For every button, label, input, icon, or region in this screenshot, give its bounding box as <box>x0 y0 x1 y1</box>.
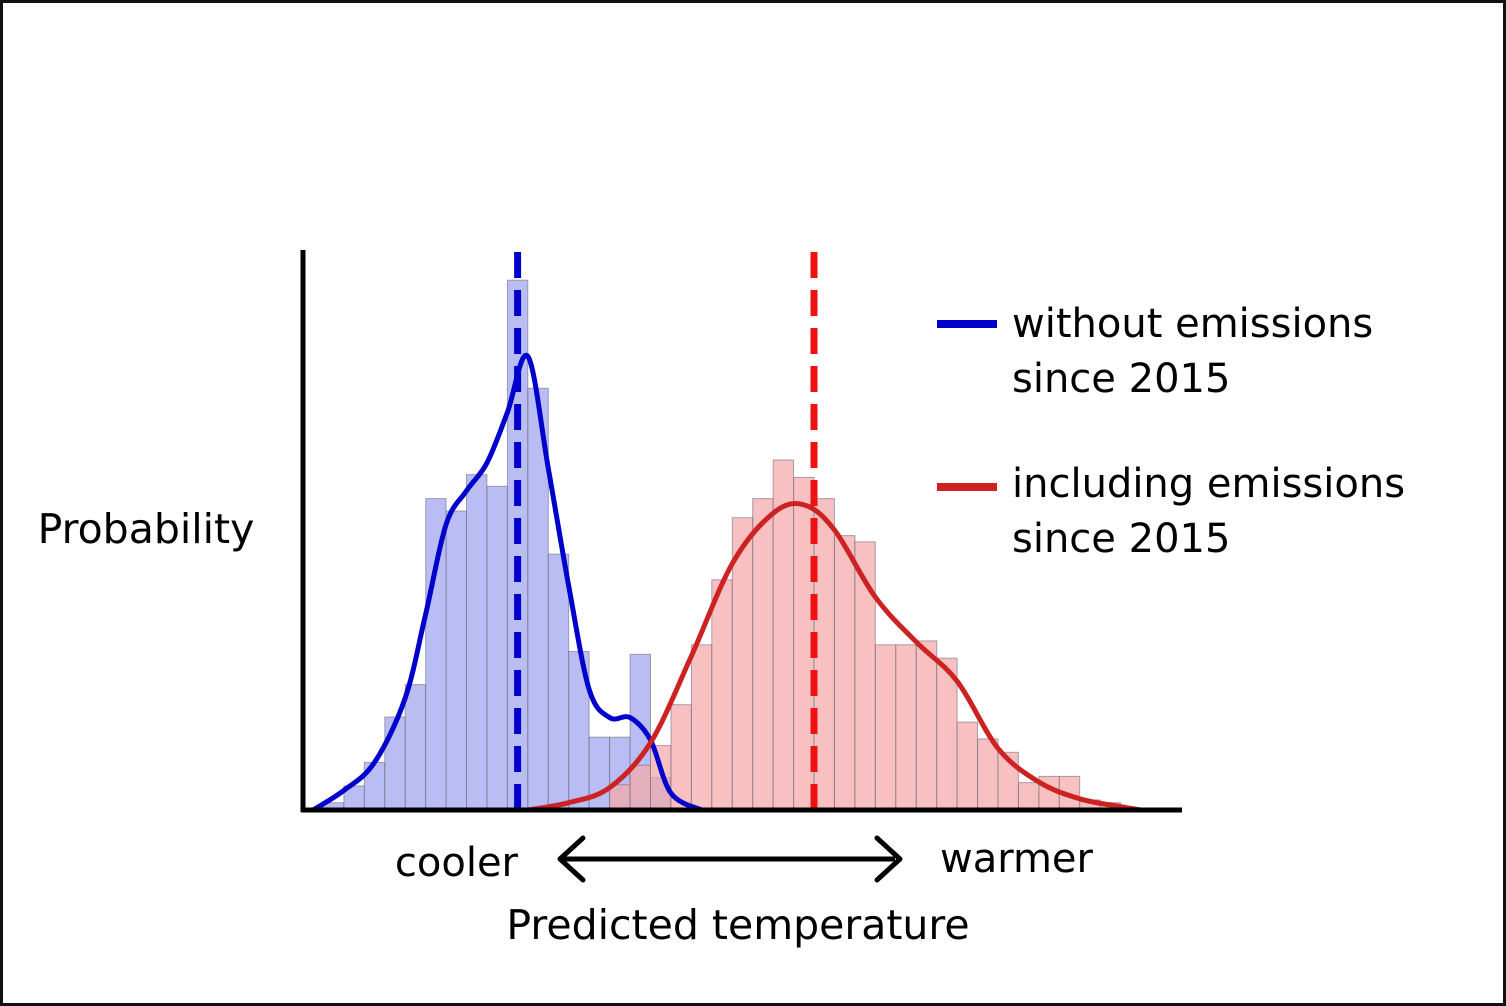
histogram-bar-series-0-bin-6 <box>445 510 468 811</box>
x-axis-cooler-label: cooler <box>395 840 519 886</box>
x-axis-warmer-label: warmer <box>940 836 1094 882</box>
histogram-bar-series-1-bin-11 <box>834 535 856 811</box>
histogram-bar-series-1-bin-5 <box>711 579 733 811</box>
legend: without emissions since 2015 including e… <box>937 301 1405 562</box>
histogram-bar-series-1-bin-2 <box>650 745 672 811</box>
histogram-bar-series-1-bin-17 <box>956 721 978 811</box>
legend-label-without-emissions-line2: since 2015 <box>1012 356 1230 402</box>
histogram-bar-series-0-bin-8 <box>486 485 508 811</box>
legend-label-without-emissions-line1: without emissions <box>1012 301 1373 347</box>
density-curve-series-1 <box>525 501 1144 813</box>
histogram-bar-series-0-bin-4 <box>404 684 427 811</box>
x-axis-title: Predicted temperature <box>506 901 969 949</box>
histogram-bar-series-1-bin-14 <box>895 644 917 811</box>
histogram-bar-series-1-bin-20 <box>1018 782 1040 811</box>
histogram-bar-series-1-bin-18 <box>977 738 999 811</box>
histogram-bar-series-1-bin-7 <box>752 498 774 811</box>
histogram-bar-series-1-bin-13 <box>874 644 897 811</box>
legend-label-including-emissions-line2: since 2015 <box>1012 516 1230 562</box>
density-curve-layer <box>310 352 1144 813</box>
density-curve-series-0 <box>310 352 705 813</box>
histogram-bar-series-1-bin-0 <box>609 784 631 811</box>
histogram-bar-series-0-bin-7 <box>466 474 488 811</box>
histogram-bar-series-0-bin-3 <box>384 716 406 811</box>
histogram-bar-series-1-bin-15 <box>915 640 938 811</box>
histogram-bar-series-1-bin-1 <box>629 764 651 811</box>
legend-label-including-emissions-line1: including emissions <box>1012 461 1405 507</box>
histogram-bar-series-1-bin-4 <box>690 644 713 811</box>
mean-line-layer <box>514 250 818 810</box>
y-axis-label: Probability <box>38 505 255 553</box>
double-arrow-icon <box>557 835 903 883</box>
histogram-bar-series-0-bin-11 <box>547 553 570 811</box>
